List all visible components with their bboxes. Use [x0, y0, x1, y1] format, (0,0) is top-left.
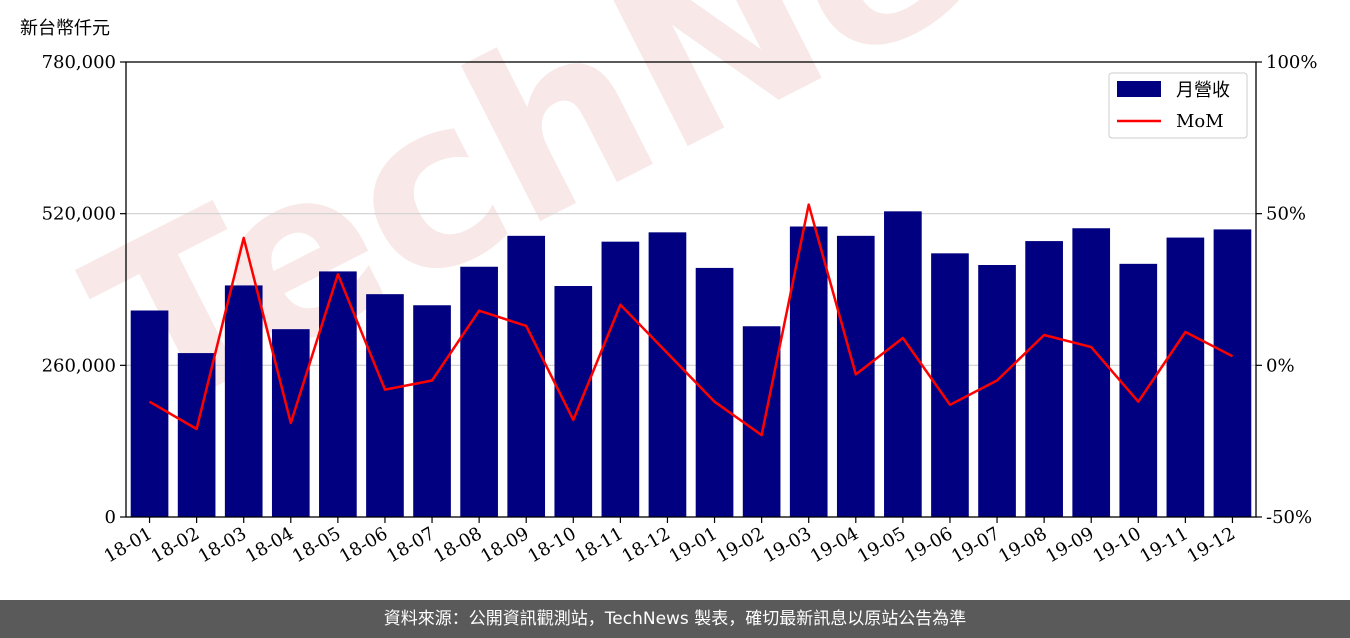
x-tick-label: 18-05	[289, 523, 344, 567]
revenue-bar	[1119, 263, 1158, 517]
x-tick-label: 19-01	[666, 523, 721, 567]
revenue-bar	[789, 226, 828, 517]
right-y-axis: -50% 0% 50% 100%	[1256, 52, 1317, 528]
revenue-bar	[884, 211, 922, 518]
left-tick-label: 520,000	[42, 204, 116, 225]
revenue-bar	[836, 235, 875, 518]
legend: 月營收 MoM	[1108, 72, 1248, 139]
revenue-bar	[601, 241, 640, 517]
revenue-bar	[742, 326, 781, 517]
revenue-bar	[413, 305, 451, 517]
x-tick-label: 18-04	[242, 523, 297, 567]
legend-bar-swatch	[1117, 81, 1161, 97]
left-y-axis: 0 260,000 520,000 780,000	[42, 52, 126, 528]
x-tick-label: 19-02	[713, 523, 768, 567]
left-tick-label: 780,000	[42, 52, 116, 73]
mom-line	[148, 203, 1234, 437]
x-tick-label: 18-01	[101, 523, 156, 567]
x-tick-label: 19-12	[1184, 523, 1239, 567]
revenue-bar	[1072, 228, 1111, 517]
x-tick-label: 18-07	[383, 523, 438, 567]
x-tick-label: 18-10	[524, 523, 579, 567]
x-tick-label: 19-11	[1136, 523, 1191, 567]
x-tick-label: 18-08	[430, 523, 485, 567]
y-unit-label: 新台幣仟元	[20, 18, 110, 39]
left-tick-label: 260,000	[42, 355, 116, 376]
x-tick-label: 18-11	[571, 523, 626, 567]
x-tick-label: 19-08	[995, 523, 1050, 567]
revenue-bar	[1166, 237, 1205, 518]
right-tick-label: -50%	[1266, 507, 1312, 528]
x-tick-label: 19-03	[760, 523, 815, 567]
x-tick-label: 19-04	[807, 523, 862, 567]
bar-series	[130, 211, 1252, 518]
revenue-bar	[224, 285, 263, 517]
plot-frame	[125, 61, 1257, 518]
legend-mom-label: MoM	[1176, 111, 1224, 132]
x-tick-label: 18-02	[148, 523, 203, 567]
revenue-bar	[507, 235, 546, 518]
left-tick-label: 0	[105, 507, 116, 528]
x-tick-label: 18-06	[336, 523, 391, 567]
revenue-bar	[1213, 229, 1252, 517]
x-tick-label: 19-07	[948, 523, 1003, 567]
x-tick-label: 19-06	[901, 523, 956, 567]
mom-line-series	[148, 203, 1234, 437]
x-tick-label: 19-05	[854, 523, 909, 567]
x-tick-label: 18-09	[477, 523, 532, 567]
source-footer: 資料來源：公開資訊觀測站，TechNews 製表，確切最新訊息以原站公告為準	[0, 600, 1350, 638]
right-tick-label: 0%	[1266, 355, 1295, 376]
revenue-bar	[978, 265, 1016, 517]
x-tick-label: 18-03	[195, 523, 250, 567]
revenue-bar	[695, 267, 734, 517]
revenue-bar	[460, 266, 498, 517]
revenue-bar	[1025, 241, 1063, 518]
x-tick-label: 19-09	[1042, 523, 1097, 567]
revenue-bar	[648, 232, 687, 518]
revenue-bar	[366, 294, 404, 517]
legend-revenue-label: 月營收	[1176, 80, 1230, 101]
grid-lines	[126, 213, 1256, 366]
x-tick-label: 18-12	[619, 523, 674, 567]
right-tick-label: 50%	[1266, 204, 1306, 225]
revenue-bar	[130, 310, 169, 517]
x-axis: 18-0118-0218-0318-0418-0518-0618-0718-08…	[101, 517, 1239, 567]
x-tick-label: 19-10	[1089, 523, 1144, 567]
revenue-bar	[554, 286, 593, 517]
right-tick-label: 100%	[1266, 52, 1317, 73]
